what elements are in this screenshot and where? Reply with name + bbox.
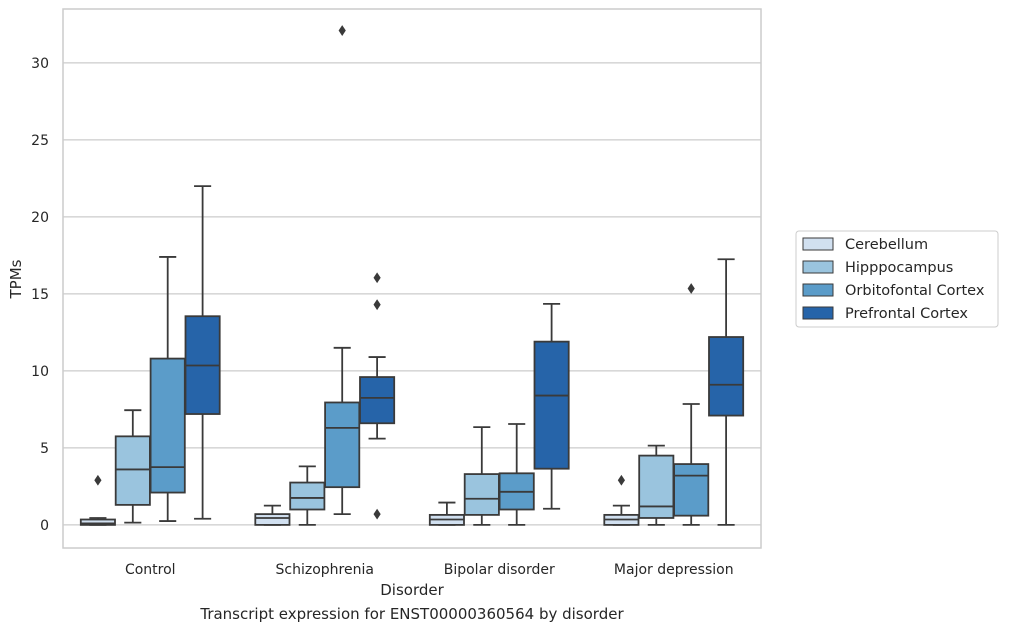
box-iqr [114,435,151,506]
box-hipppocampus [463,426,500,526]
outlier-point [373,299,381,311]
y-axis-label: TPMs [7,259,25,299]
legend-label: Cerebellum [845,237,928,253]
box-iqr [533,340,570,470]
x-axis-label: Disorder [380,581,444,599]
box-cerebellum [79,474,116,526]
box-cerebellum [603,474,640,526]
outlier-point [94,474,102,486]
legend-label: Prefrontal Cortex [845,306,968,322]
box-prefrontal-cortex [708,258,745,526]
box-orbitofontal-cortex [673,283,710,526]
outlier-point [338,25,346,36]
outlier-point [617,474,625,486]
box-iqr [708,336,745,417]
box-iqr [673,463,710,517]
legend-swatch [802,306,834,320]
y-tick-label: 25 [31,133,49,149]
box-iqr [324,401,361,489]
x-tick-label: Bipolar disorder [444,562,555,578]
legend-label: Hipppocampus [845,260,953,276]
outlier-point [687,283,695,294]
legend-frame [795,230,999,328]
outlier-point [373,272,381,284]
legend-swatch [802,260,834,274]
box-orbitofontal-cortex [149,256,186,522]
box-cerebellum [254,504,291,526]
y-tick-labels: 0 5 10 15 20 25 30 [31,56,49,534]
plot-frame [62,8,762,549]
box-orbitofontal-cortex [498,423,535,526]
box-prefrontal-cortex [533,303,570,510]
box-iqr [289,481,326,511]
x-tick-label: Major depression [614,562,734,578]
box-cerebellum [428,501,465,526]
box-iqr [79,518,116,526]
legend-swatch [802,283,834,297]
figure-caption: Transcript expression for ENST0000036056… [200,605,624,623]
y-tick-label: 15 [31,287,49,303]
y-tick-label: 10 [31,364,49,380]
y-tick-label: 0 [40,518,49,534]
x-tick-label: Schizophrenia [276,562,374,578]
box-iqr [149,357,186,494]
box-orbitofontal-cortex [324,25,361,516]
y-tick-label: 20 [31,210,49,226]
box-iqr [638,454,675,519]
x-tick-label: Control [125,562,176,578]
box-iqr [463,473,500,516]
y-tick-label: 5 [40,441,49,457]
box-iqr [359,376,396,425]
box-prefrontal-cortex [184,185,221,520]
legend: Cerebellum Hipppocampus Orbitofontal Corte… [795,230,999,328]
y-tick-label: 30 [31,56,49,72]
box-hipppocampus [114,409,151,524]
box-series [79,25,745,526]
box-prefrontal-cortex [359,272,396,520]
legend-label: Orbitofontal Cortex [845,283,985,299]
x-tick-labels: Control Schizophrenia Bipolar disorder Majo… [125,562,734,578]
box-hipppocampus [289,465,326,526]
legend-swatch [802,237,834,251]
box-hipppocampus [638,444,675,526]
box-iqr [254,513,291,526]
outlier-point [373,508,381,520]
